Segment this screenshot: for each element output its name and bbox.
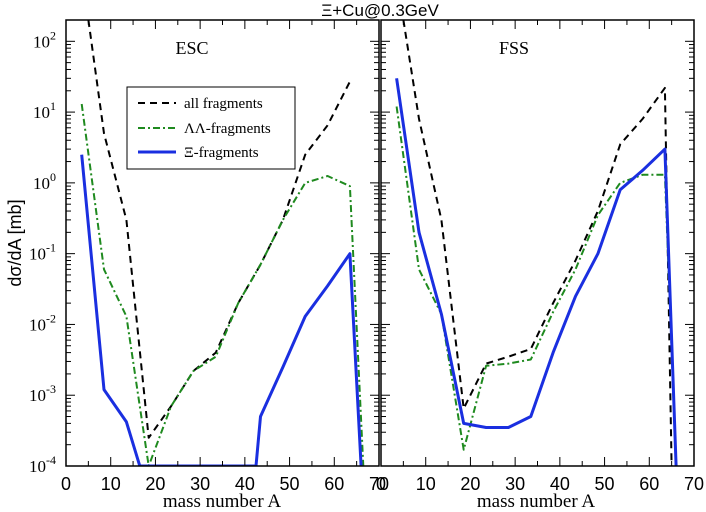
x-axis-label-esc: mass number A [163,491,281,512]
y-tick-label: 102 [33,28,56,51]
legend-label-xi: Ξ-fragments [184,145,259,161]
x-tick-label-esc: 20 [145,474,165,494]
panel-label-fss: FSS [499,38,529,58]
panel-fss: 0 10 20 30 40 50 60 70 FSS mass number A [376,19,704,512]
x-tick-label-fss: 40 [550,474,570,494]
y-tick-label: 10-2 [29,311,56,334]
series-line-ll-esc [80,103,365,466]
y-tick-label: 10-1 [29,241,56,264]
x-tick-label-esc: 60 [324,474,344,494]
x-tick-label-fss: 30 [505,474,525,494]
y-tick-label: 10-3 [29,382,56,405]
series-line-all-esc [87,20,351,439]
x-axis-label-fss: mass number A [477,491,595,512]
x-tick-label-esc: 40 [235,474,255,494]
y-tick-label: 100 [33,170,56,193]
y-tick-label: 101 [33,99,56,122]
legend-label-ll: ΛΛ-fragments [184,121,271,137]
y-axis-label: dσ/dA [mb] [5,199,25,286]
series-line-all-fss [402,20,673,466]
x-tick-label-fss: 0 [376,474,386,494]
x-tick-label-esc: 50 [280,474,300,494]
x-tick-label-fss: 20 [460,474,480,494]
legend-label-all: all fragments [184,96,263,112]
x-tick-label-fss: 10 [416,474,436,494]
x-tick-label-esc: 0 [61,474,71,494]
x-tick-label-esc: 70 [369,474,389,494]
panel-label-esc: ESC [175,38,208,58]
series-line-xi-fss [395,78,678,466]
x-tick-label-fss: 60 [639,474,659,494]
x-tick-label-fss: 70 [684,474,704,494]
legend: all fragments ΛΛ-fragments Ξ-fragments [126,86,296,170]
x-tick-label-esc: 30 [190,474,210,494]
y-tick-label: 10-4 [29,453,56,476]
x-tick-label-esc: 10 [101,474,121,494]
figure-title: Ξ+Cu@0.3GeV [321,1,439,20]
series-line-xi-esc [80,154,363,466]
x-tick-label-fss: 50 [595,474,615,494]
series-line-ll-fss [395,106,678,466]
